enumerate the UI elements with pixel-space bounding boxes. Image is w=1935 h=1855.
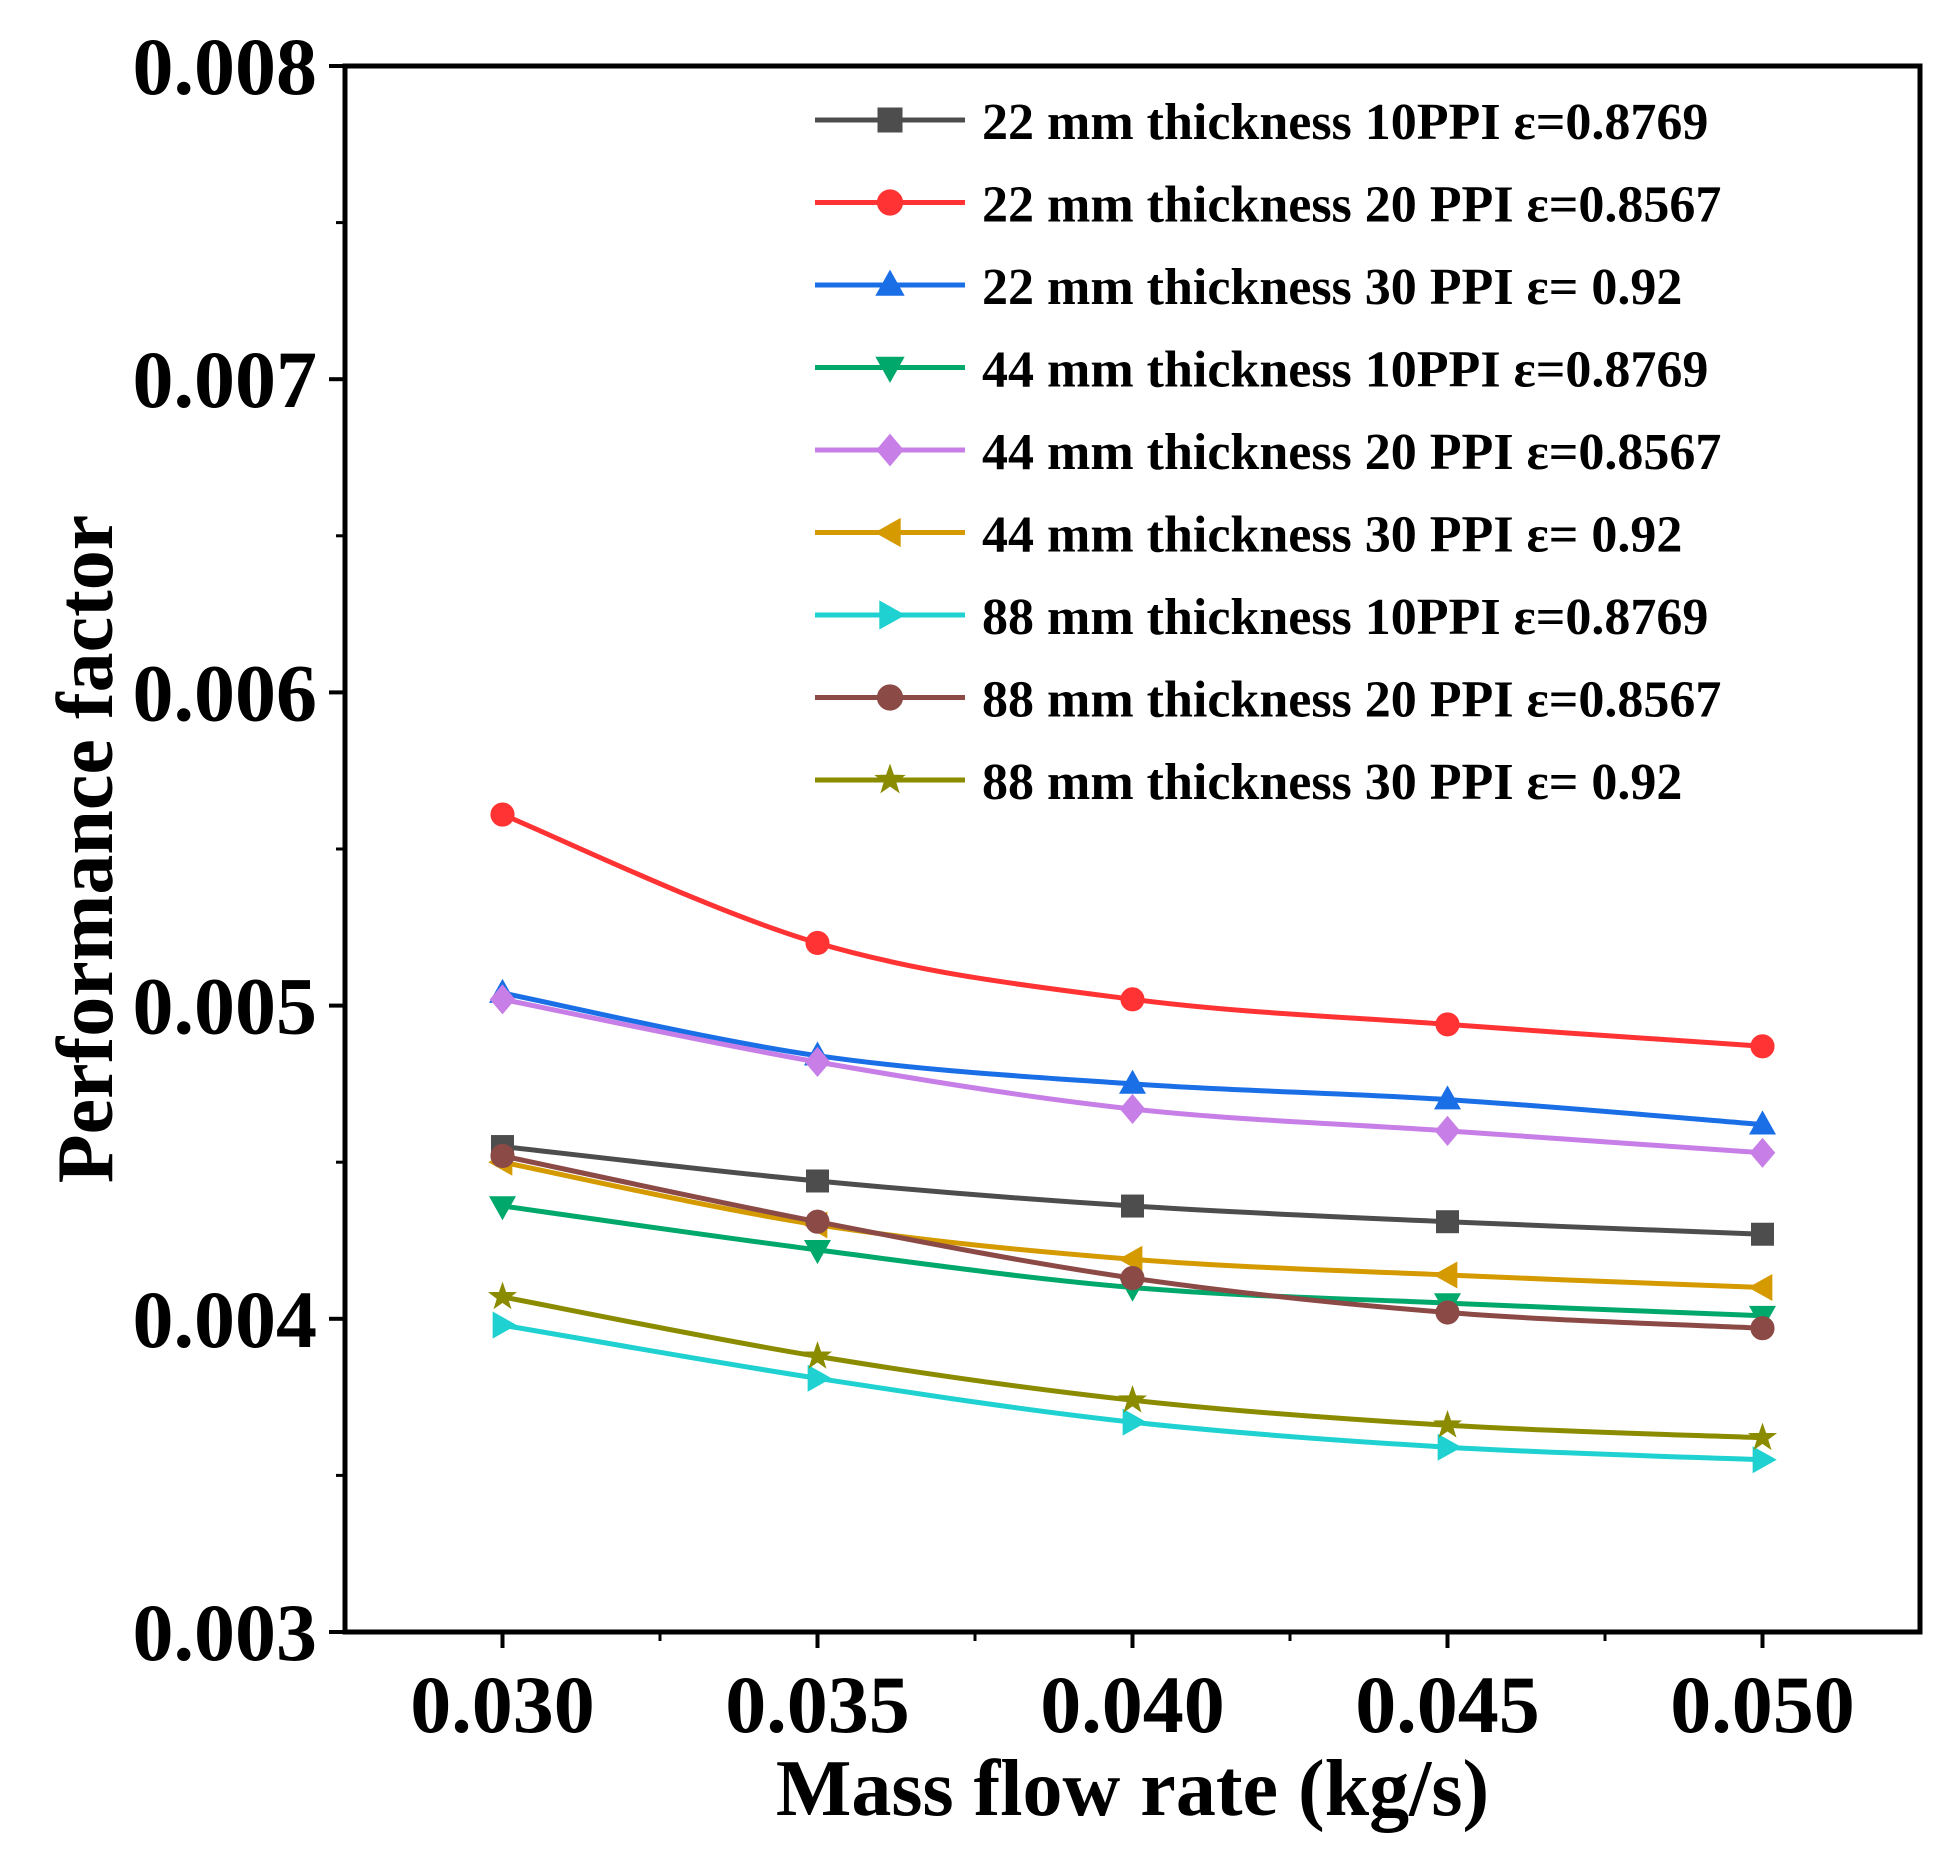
series-line <box>501 1153 1763 1331</box>
y-tick-label: 0.006 <box>133 647 318 738</box>
series-5 <box>489 984 1776 1168</box>
y-tick-label: 0.005 <box>133 961 318 1052</box>
x-tick-label: 0.050 <box>1670 1659 1855 1750</box>
legend-item: 88 mm thickness 20 PPI ε=0.8567 <box>815 672 1721 729</box>
y-tick-label: 0.004 <box>133 1274 318 1365</box>
legend-label: 88 mm thickness 20 PPI ε=0.8567 <box>982 672 1721 729</box>
legend-label: 88 mm thickness 30 PPI ε= 0.92 <box>982 754 1682 811</box>
data-point <box>1750 1316 1775 1341</box>
data-point <box>805 930 830 956</box>
legend-swatch-marker <box>877 107 903 133</box>
axes: 0.030 0.035 0.040 0.045 0.050 0.003 0.004 0.005… <box>133 21 1855 1750</box>
legend-item: 88 mm thickness 30 PPI ε= 0.92 <box>815 754 1682 811</box>
x-tick-label: 0.040 <box>1040 1659 1225 1750</box>
data-point <box>1436 1210 1459 1234</box>
data-point <box>1752 1446 1777 1474</box>
y-tick-label: 0.007 <box>133 334 318 425</box>
x-tick-label: 0.030 <box>410 1659 595 1750</box>
series-2 <box>490 802 1775 1059</box>
data-point <box>802 1341 833 1369</box>
y-axis-title: Performance factor <box>42 515 130 1183</box>
legend-label: 44 mm thickness 20 PPI ε=0.8567 <box>982 424 1721 481</box>
legend-swatch-marker <box>876 433 904 467</box>
data-point <box>490 1143 515 1168</box>
legend-item: 44 mm thickness 20 PPI ε=0.8567 <box>815 424 1721 481</box>
data-point <box>1435 1012 1460 1037</box>
data-point <box>488 1196 517 1221</box>
legend-item: 44 mm thickness 10PPI ε=0.8769 <box>815 342 1708 399</box>
legend-swatch-marker <box>874 517 901 548</box>
data-point <box>1437 1433 1462 1461</box>
series-9 <box>487 1281 1778 1451</box>
data-point <box>492 1311 517 1339</box>
legend-item: 22 mm thickness 10PPI ε=0.8769 <box>815 94 1708 151</box>
data-point <box>807 1364 832 1392</box>
y-tick-label: 0.008 <box>133 21 318 112</box>
legend-swatch-marker <box>875 269 905 296</box>
legend-swatch-marker <box>876 684 904 711</box>
plot-area <box>487 802 1778 1474</box>
data-point <box>1747 1422 1778 1451</box>
legend-label: 22 mm thickness 20 PPI ε=0.8567 <box>982 177 1721 234</box>
data-point <box>490 802 515 827</box>
legend-swatch-marker <box>875 356 905 383</box>
legend-swatch-marker <box>876 189 904 216</box>
data-point <box>1751 1222 1774 1246</box>
legend-item: 44 mm thickness 30 PPI ε= 0.92 <box>815 507 1682 564</box>
data-point <box>1748 1110 1777 1135</box>
x-tick-label: 0.045 <box>1355 1659 1540 1750</box>
legend-label: 44 mm thickness 10PPI ε=0.8769 <box>982 342 1708 399</box>
legend-label: 22 mm thickness 10PPI ε=0.8769 <box>982 94 1708 151</box>
y-tick-label: 0.003 <box>133 1587 318 1678</box>
data-point <box>806 1169 829 1193</box>
legend: 22 mm thickness 10PPI ε=0.8769 22 mm thic… <box>815 94 1721 811</box>
series-1 <box>491 1135 1774 1246</box>
data-point <box>1749 1137 1776 1168</box>
legend-label: 88 mm thickness 10PPI ε=0.8769 <box>982 589 1708 646</box>
legend-item: 88 mm thickness 10PPI ε=0.8769 <box>815 589 1708 646</box>
data-point <box>487 1281 518 1310</box>
data-point <box>1118 1069 1147 1094</box>
data-point <box>1433 1085 1462 1110</box>
data-point <box>1119 1093 1146 1125</box>
data-point <box>1120 1266 1145 1291</box>
data-point <box>1434 1115 1461 1146</box>
data-point <box>1432 1409 1463 1438</box>
series-3 <box>488 978 1777 1135</box>
legend-swatch-marker <box>879 600 906 630</box>
data-point <box>1748 1273 1773 1301</box>
series-line <box>502 1144 1763 1237</box>
series-8 <box>490 1143 1775 1341</box>
data-point <box>1117 1384 1148 1413</box>
legend-label: 22 mm thickness 30 PPI ε= 0.92 <box>982 259 1682 316</box>
x-tick-label: 0.035 <box>725 1659 910 1750</box>
x-axis-title: Mass flow rate (kg/s) <box>776 1745 1489 1833</box>
data-point <box>1120 987 1145 1012</box>
legend-item: 22 mm thickness 20 PPI ε=0.8567 <box>815 177 1721 234</box>
legend-label: 44 mm thickness 30 PPI ε= 0.92 <box>982 507 1682 564</box>
legend-swatch-marker <box>874 763 906 794</box>
data-point <box>805 1209 830 1234</box>
data-point <box>1121 1194 1144 1218</box>
legend-item: 22 mm thickness 30 PPI ε= 0.92 <box>815 259 1682 316</box>
data-point <box>1433 1261 1458 1289</box>
series-7 <box>492 1311 1777 1474</box>
data-point <box>1435 1300 1460 1325</box>
data-point <box>803 1240 832 1265</box>
series-line <box>501 812 1763 1049</box>
data-point <box>804 1046 831 1078</box>
data-point <box>489 984 516 1015</box>
data-point <box>1750 1034 1775 1059</box>
data-point <box>1118 1245 1143 1273</box>
data-point <box>1122 1408 1147 1436</box>
